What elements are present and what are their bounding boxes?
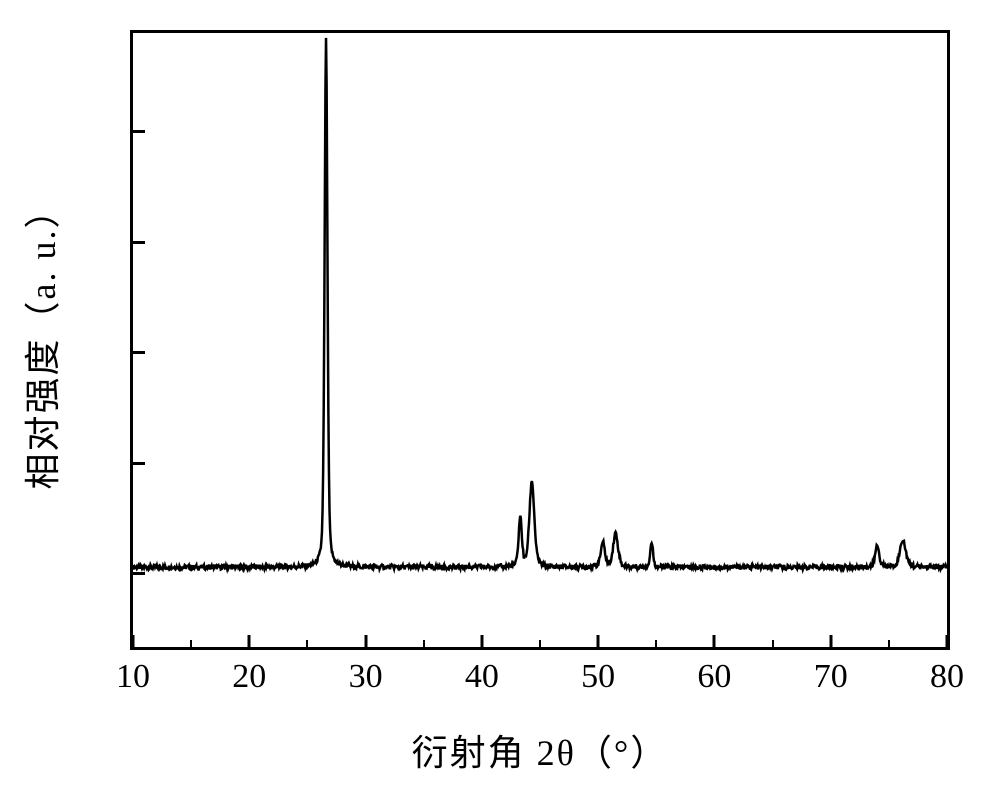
x-tick-minor: [655, 640, 657, 647]
x-tick-minor: [539, 640, 541, 647]
x-tick-label: 40: [465, 658, 499, 696]
x-tick-mark: [829, 635, 832, 647]
x-tick-label: 10: [116, 658, 150, 696]
x-tick-label: 50: [581, 658, 615, 696]
x-tick-mark: [364, 635, 367, 647]
y-tick-mark: [133, 130, 145, 133]
y-tick-mark: [133, 241, 145, 244]
x-tick-label: 60: [697, 658, 731, 696]
x-tick-minor: [888, 640, 890, 647]
x-tick-label: 20: [232, 658, 266, 696]
x-tick-label: 30: [349, 658, 383, 696]
spectrum-line: [133, 33, 947, 647]
x-tick-minor: [772, 640, 774, 647]
y-axis-label: 相对强度（a. u.）: [14, 191, 66, 490]
x-tick-minor: [306, 640, 308, 647]
y-tick-mark: [133, 462, 145, 465]
x-tick-label: 80: [930, 658, 964, 696]
y-tick-mark: [133, 351, 145, 354]
x-tick-mark: [248, 635, 251, 647]
x-tick-mark: [713, 635, 716, 647]
xrd-figure: 相对强度（a. u.） 衍射角 2θ（°） 10 20 30 40 50 60 70 80: [0, 0, 1000, 796]
x-tick-minor: [190, 640, 192, 647]
x-tick-minor: [423, 640, 425, 647]
x-tick-mark: [132, 635, 135, 647]
x-axis-label: 衍射角 2θ（°）: [412, 724, 669, 776]
x-tick-mark: [946, 635, 949, 647]
x-tick-mark: [597, 635, 600, 647]
x-tick-label: 70: [814, 658, 848, 696]
x-tick-mark: [480, 635, 483, 647]
y-tick-mark: [133, 572, 145, 575]
